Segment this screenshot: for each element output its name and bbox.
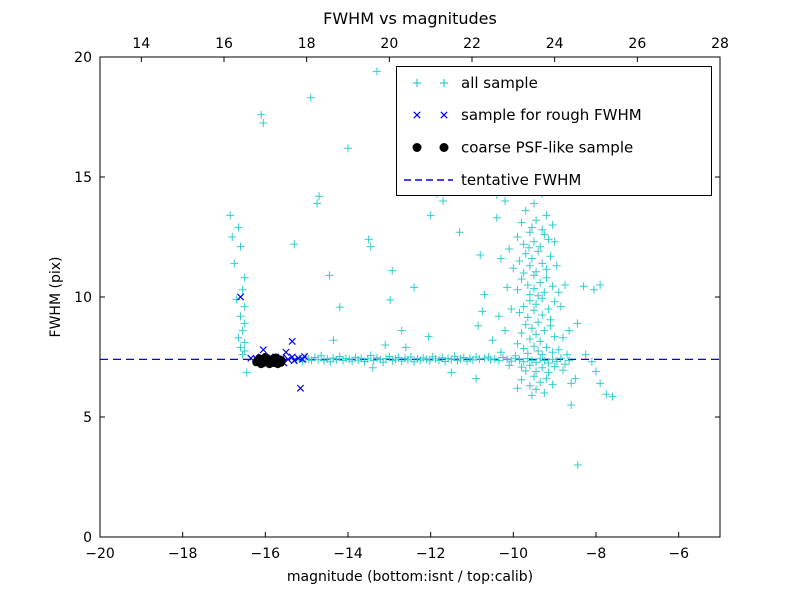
psf-sample-point bbox=[252, 358, 261, 367]
y-tick-label: 15 bbox=[74, 170, 92, 186]
psf-sample-points bbox=[252, 353, 286, 369]
x-tick-label-top: 26 bbox=[628, 36, 646, 52]
psf-sample-point bbox=[259, 354, 268, 363]
legend-marker-circle-icon bbox=[412, 143, 449, 152]
y-tick-label: 5 bbox=[83, 410, 92, 426]
x-axis-label: magnitude (bottom:isnt / top:calib) bbox=[287, 569, 533, 585]
y-tick-label: 0 bbox=[83, 530, 92, 546]
x-tick-label-bottom: −16 bbox=[251, 546, 281, 562]
x-tick-label-top: 24 bbox=[546, 36, 564, 52]
psf-sample-point bbox=[271, 353, 280, 362]
legend-label-tentative-fwhm: tentative FWHM bbox=[461, 171, 581, 189]
x-tick-label-top: 22 bbox=[463, 36, 481, 52]
y-axis-label: FWHM (pix) bbox=[48, 257, 64, 338]
x-tick-label-bottom: −10 bbox=[499, 546, 529, 562]
psf-sample-point bbox=[277, 358, 286, 367]
legend-marker-x-icon bbox=[413, 111, 448, 119]
x-tick-label-top: 20 bbox=[380, 36, 398, 52]
legend-box bbox=[396, 66, 712, 196]
x-tick-label-bottom: −20 bbox=[85, 546, 115, 562]
x-tick-label-top: 18 bbox=[298, 36, 316, 52]
legend-label-all-sample: all sample bbox=[461, 74, 538, 92]
chart-title: FWHM vs magnitudes bbox=[323, 9, 497, 28]
x-tick-label-top: 14 bbox=[132, 36, 150, 52]
legend-label-rough-fwhm: sample for rough FWHM bbox=[461, 106, 642, 124]
x-tick-label-bottom: −12 bbox=[416, 546, 446, 562]
plot-area: −20 −18 −16 −14 −12 −10 −8 −6 14 16 18 20 22 24 26 28 0 5… bbox=[74, 36, 729, 562]
x-tick-label-bottom: −6 bbox=[668, 546, 689, 562]
x-tick-label-bottom: −14 bbox=[333, 546, 363, 562]
legend-label-psf-sample: coarse PSF-like sample bbox=[461, 139, 633, 157]
x-tick-label-top: 16 bbox=[215, 36, 233, 52]
legend-marker-plus-icon bbox=[413, 79, 448, 87]
x-tick-label-top: 28 bbox=[711, 36, 729, 52]
y-tick-label: 20 bbox=[74, 50, 92, 66]
x-tick-label-bottom: −18 bbox=[168, 546, 198, 562]
y-tick-label: 10 bbox=[74, 290, 92, 306]
legend: all sample sample for rough FWHM coarse … bbox=[396, 66, 712, 196]
x-tick-label-bottom: −8 bbox=[586, 546, 607, 562]
